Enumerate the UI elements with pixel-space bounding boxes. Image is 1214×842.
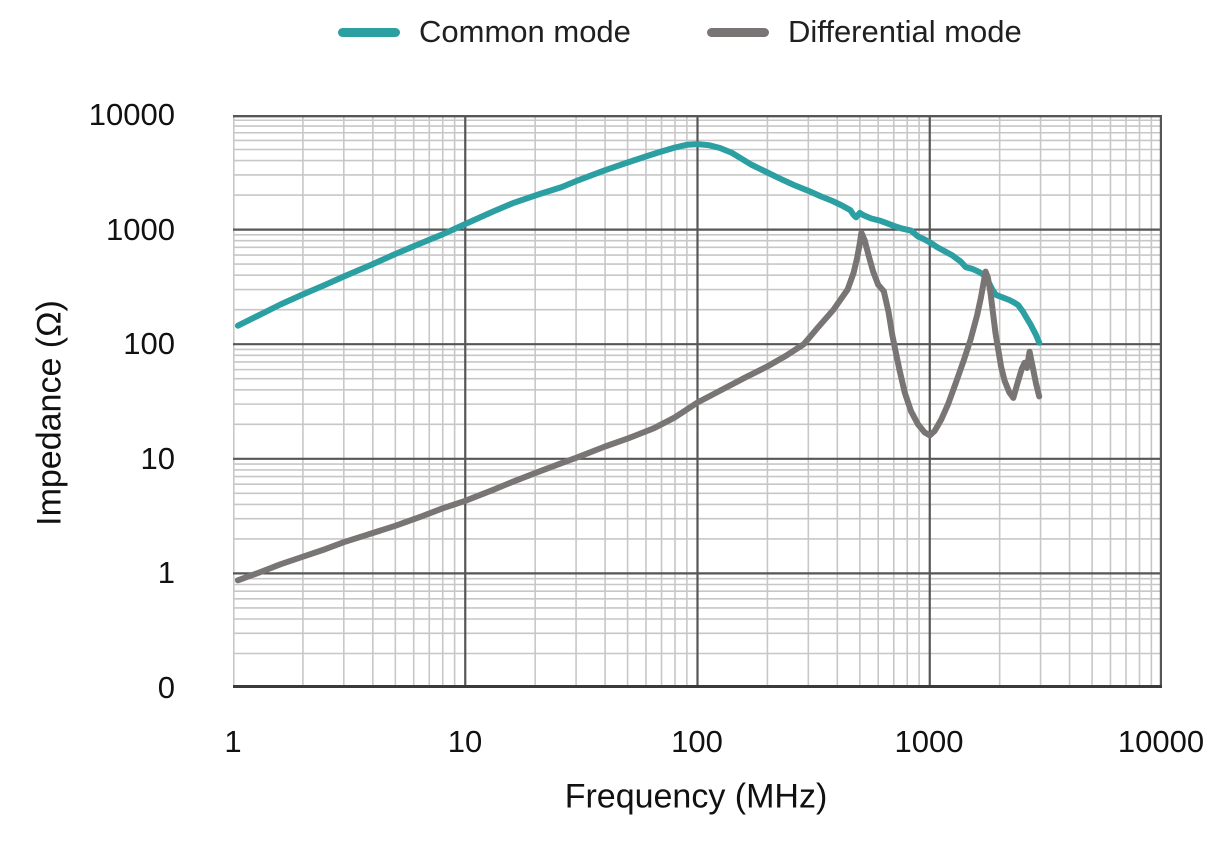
common-mode-legend-label: Common mode xyxy=(419,14,631,49)
x-tick-10: 10 xyxy=(447,724,483,759)
y-tick-100: 100 xyxy=(123,326,175,361)
x-axis-title: Frequency (MHz) xyxy=(564,777,828,816)
plot-area xyxy=(233,115,1162,688)
y-tick-10: 10 xyxy=(140,441,175,476)
y-axis-title: Impedance (Ω) xyxy=(30,300,69,526)
x-tick-1000: 1000 xyxy=(894,724,964,759)
y-tick-1: 1 xyxy=(157,555,175,590)
differential-mode-swatch xyxy=(707,27,769,37)
y-tick-10000: 10000 xyxy=(88,97,175,132)
legend-item-differential-mode: Differential mode xyxy=(707,14,1022,50)
legend-item-common-mode: Common mode xyxy=(338,14,631,50)
y-tick-0: 0 xyxy=(157,670,175,705)
differential-mode-legend-label: Differential mode xyxy=(788,14,1022,49)
common-mode-swatch xyxy=(338,27,400,37)
x-tick-100: 100 xyxy=(671,724,723,759)
x-tick-10000: 10000 xyxy=(1117,724,1205,759)
x-tick-1: 1 xyxy=(224,724,242,759)
y-tick-1000: 1000 xyxy=(106,212,175,247)
differential-mode-curve xyxy=(234,229,1043,584)
